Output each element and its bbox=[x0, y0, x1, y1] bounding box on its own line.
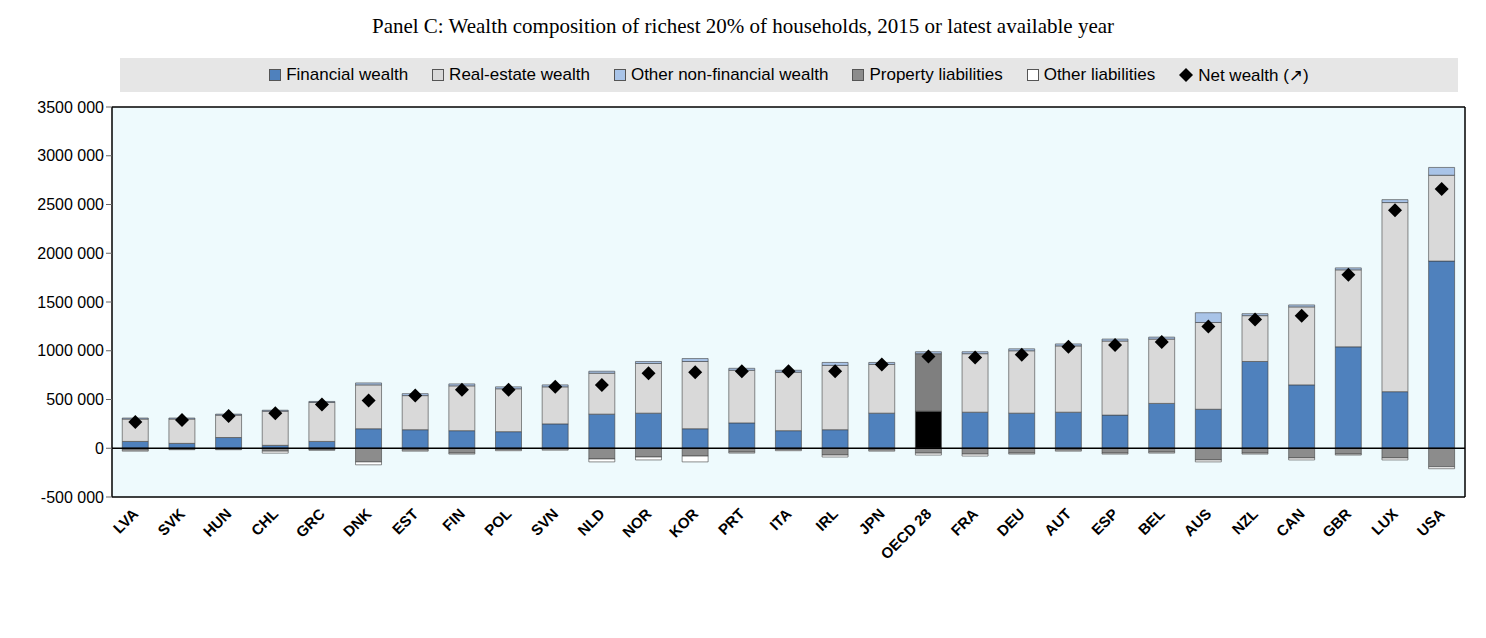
svg-text:NZL: NZL bbox=[1228, 505, 1261, 538]
svg-text:GBR: GBR bbox=[1319, 505, 1355, 541]
html-text:Financial wealth: Financial wealth bbox=[286, 65, 409, 84]
svg-text:SVK: SVK bbox=[154, 505, 188, 539]
svg-text:CHL: CHL bbox=[247, 505, 281, 539]
svg-text:NOR: NOR bbox=[619, 505, 655, 541]
svg-text:3500 000: 3500 000 bbox=[37, 99, 104, 116]
svg-text:3000 000: 3000 000 bbox=[37, 147, 104, 164]
html-text:Net wealth (↗): Net wealth (↗) bbox=[1198, 65, 1309, 85]
svg-text:USA: USA bbox=[1413, 505, 1448, 540]
svg-text:KOR: KOR bbox=[666, 505, 702, 541]
svg-text:SVN: SVN bbox=[527, 505, 561, 539]
svg-text:FRA: FRA bbox=[947, 505, 981, 539]
svg-text:OECD 28: OECD 28 bbox=[877, 505, 934, 562]
svg-text:CAN: CAN bbox=[1273, 505, 1308, 540]
svg-text:AUT: AUT bbox=[1041, 505, 1075, 539]
svg-text:GRC: GRC bbox=[292, 505, 328, 541]
svg-text:DEU: DEU bbox=[993, 505, 1027, 539]
svg-text:1500 000: 1500 000 bbox=[37, 294, 104, 311]
html-text:Property liabilities: Property liabilities bbox=[869, 65, 1003, 84]
svg-text:2500 000: 2500 000 bbox=[37, 196, 104, 213]
svg-text:500 000: 500 000 bbox=[46, 391, 104, 408]
svg-text:POL: POL bbox=[481, 505, 515, 539]
svg-text:LVA: LVA bbox=[110, 505, 142, 537]
html-text:Real-estate wealth: Real-estate wealth bbox=[449, 65, 590, 84]
svg-text:EST: EST bbox=[389, 505, 422, 538]
svg-text:FIN: FIN bbox=[439, 505, 468, 534]
html-text:Other liabilities: Other liabilities bbox=[1043, 65, 1156, 84]
svg-text:PRT: PRT bbox=[715, 505, 748, 538]
svg-text:-500 000: -500 000 bbox=[41, 489, 104, 506]
svg-text:AUS: AUS bbox=[1180, 505, 1214, 539]
svg-text:ITA: ITA bbox=[766, 505, 794, 533]
svg-text:JPN: JPN bbox=[855, 505, 888, 538]
svg-text:2000 000: 2000 000 bbox=[37, 245, 104, 262]
svg-text:ESP: ESP bbox=[1088, 505, 1121, 538]
svg-text:IRL: IRL bbox=[812, 505, 841, 534]
svg-text:BEL: BEL bbox=[1135, 505, 1168, 538]
svg-text:HUN: HUN bbox=[200, 505, 235, 540]
svg-text:LUX: LUX bbox=[1368, 505, 1401, 538]
svg-text:DNK: DNK bbox=[340, 505, 375, 540]
html-text:Panel C: Wealth composition of: Panel C: Wealth composition of richest 2… bbox=[372, 14, 1114, 38]
svg-text:NLD: NLD bbox=[574, 505, 608, 539]
svg-text:0: 0 bbox=[95, 440, 104, 457]
svg-text:1000 000: 1000 000 bbox=[37, 342, 104, 359]
html-text:Other non-financial wealth: Other non-financial wealth bbox=[630, 65, 829, 84]
